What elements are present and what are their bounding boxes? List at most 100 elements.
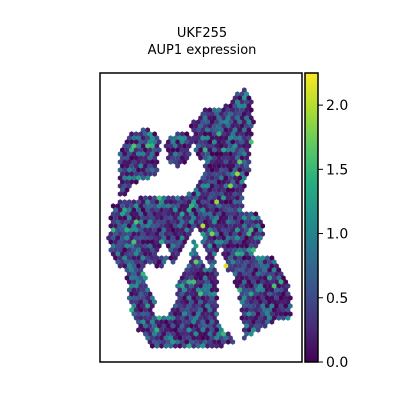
expression-spot <box>172 151 178 157</box>
expression-spot <box>131 159 137 165</box>
expression-spot <box>138 163 144 169</box>
expression-spot <box>214 143 220 149</box>
expression-spot <box>154 343 160 349</box>
expression-spot <box>154 215 160 221</box>
expression-spot <box>117 247 123 253</box>
expression-spot <box>193 123 199 129</box>
expression-spot <box>262 267 268 273</box>
expression-spot <box>221 115 226 121</box>
expression-spot <box>179 139 185 145</box>
expression-spot <box>209 247 215 253</box>
expression-spot <box>129 259 134 265</box>
expression-spot <box>189 195 194 201</box>
colorbar-ticks: 0.0 0.5 1.0 1.5 2.0 <box>318 98 348 371</box>
expression-spot <box>209 199 215 205</box>
expression-spot <box>124 235 130 241</box>
expression-spot <box>262 275 268 281</box>
expression-spot <box>223 143 229 149</box>
expression-spot <box>230 115 236 121</box>
expression-spot <box>248 131 254 137</box>
expression-spot <box>260 223 266 229</box>
expression-spot <box>177 159 183 165</box>
expression-spot <box>248 291 254 297</box>
expression-spot <box>149 231 155 237</box>
expression-spot <box>156 259 162 265</box>
expression-spot <box>149 151 155 157</box>
expression-spot <box>216 123 222 129</box>
expression-spot <box>149 327 155 333</box>
expression-spot <box>207 283 213 289</box>
expression-spot <box>161 259 167 265</box>
expression-spot <box>149 239 155 245</box>
expression-spot <box>248 99 254 105</box>
expression-spot <box>195 191 201 197</box>
expression-spot <box>264 271 270 277</box>
expression-spot <box>246 319 252 325</box>
expression-spot <box>212 315 217 321</box>
expression-spot <box>168 143 174 149</box>
expression-spot <box>216 243 222 249</box>
expression-spot <box>133 171 139 177</box>
expression-spot <box>163 327 169 333</box>
expression-spot <box>221 211 226 217</box>
expression-spot <box>274 311 279 317</box>
expression-spot <box>225 227 231 233</box>
expression-spot <box>117 223 123 229</box>
expression-spot <box>251 263 256 269</box>
expression-spot <box>124 163 130 169</box>
expression-spot <box>143 203 148 209</box>
expression-spot <box>214 271 220 277</box>
expression-spot <box>223 127 229 133</box>
expression-spot <box>120 187 125 193</box>
expression-spot <box>212 323 217 329</box>
expression-spot <box>202 283 208 289</box>
expression-spot <box>115 219 121 225</box>
expression-spot <box>120 203 125 209</box>
expression-spot <box>149 167 155 173</box>
expression-spot <box>214 175 220 181</box>
expression-spot <box>126 167 132 173</box>
expression-spot <box>237 263 243 269</box>
expression-spot <box>184 331 190 337</box>
expression-spot <box>156 331 162 337</box>
expression-spot <box>189 331 194 337</box>
expression-spot <box>216 227 222 233</box>
expression-spot <box>225 131 231 137</box>
expression-spot <box>246 279 252 285</box>
expression-spot <box>140 295 146 301</box>
expression-spot <box>216 171 222 177</box>
expression-spot <box>207 267 213 273</box>
expression-spot <box>193 267 199 273</box>
expression-spot <box>239 275 245 281</box>
expression-spot <box>209 135 215 141</box>
expression-spot <box>147 171 153 177</box>
expression-spot <box>154 335 160 341</box>
expression-spot <box>182 207 187 213</box>
expression-spot <box>278 279 284 285</box>
colorbar-tick-label: 1.5 <box>326 162 348 178</box>
expression-spot <box>143 291 148 297</box>
expression-spot <box>122 247 128 253</box>
expression-spot <box>200 215 206 221</box>
expression-spot <box>271 283 277 289</box>
expression-spot <box>239 235 245 241</box>
expression-spot <box>161 331 167 337</box>
expression-spot <box>195 319 201 325</box>
expression-spot <box>156 211 162 217</box>
expression-spot <box>129 163 134 169</box>
expression-spot <box>246 167 252 173</box>
expression-spot <box>131 303 137 309</box>
expression-spot <box>209 303 215 309</box>
expression-spot <box>172 255 178 261</box>
expression-spot <box>189 283 194 289</box>
expression-spot <box>143 323 148 329</box>
expression-spot <box>232 111 238 117</box>
expression-spot <box>156 147 162 153</box>
expression-spot <box>214 119 220 125</box>
expression-spot <box>143 275 148 281</box>
expression-spot <box>235 275 240 281</box>
expression-spot <box>253 259 259 265</box>
expression-spot <box>161 339 167 345</box>
expression-spot <box>177 135 183 141</box>
expression-spot <box>163 255 169 261</box>
